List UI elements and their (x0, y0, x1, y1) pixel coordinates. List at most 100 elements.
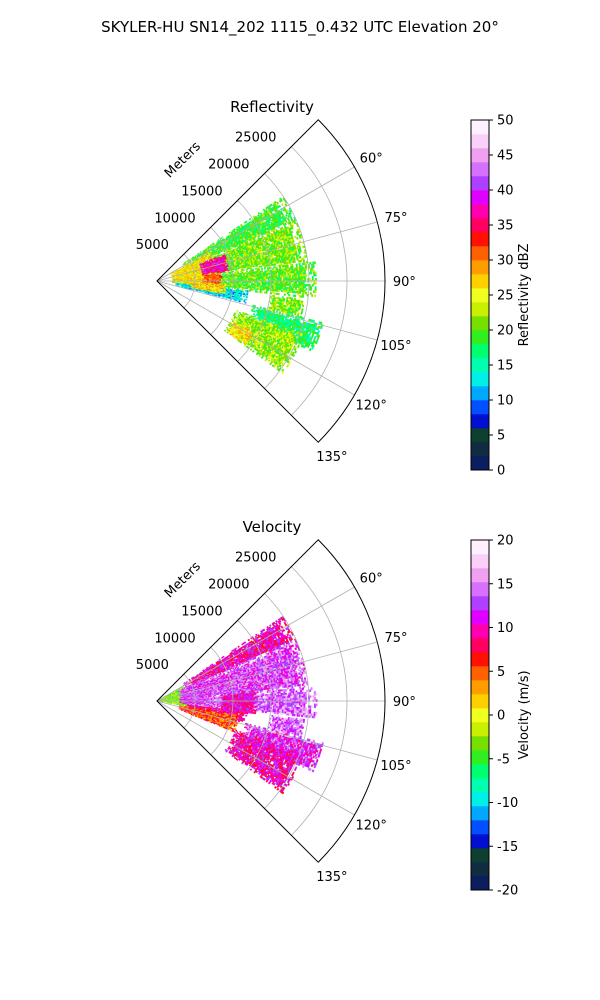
echo-region (267, 294, 305, 319)
colorbar-tick-label: 0 (497, 709, 505, 724)
azimuth-tick-label: 90° (393, 695, 416, 710)
sector-frame (156, 119, 386, 443)
colorbar-swatch (471, 414, 489, 429)
colorbar-swatch (471, 260, 489, 275)
colorbar-swatch (471, 372, 489, 387)
colorbar-swatch (471, 764, 489, 779)
colorbar-swatch (471, 386, 489, 401)
colorbar-swatch (471, 834, 489, 849)
colorbar-swatch (471, 218, 489, 233)
colorbar-swatch (471, 400, 489, 415)
azimuth-spoke (156, 280, 355, 396)
radial-axis-label: Meters (162, 559, 204, 601)
colorbar-tick-label: 15 (497, 359, 514, 374)
colorbar-swatch (471, 736, 489, 751)
azimuth-tick-label: 135° (316, 450, 347, 465)
colorbar-swatch (471, 120, 489, 135)
azimuth-spoke (156, 166, 355, 282)
colorbar-swatch (471, 722, 489, 737)
radial-tick-label: 5000 (136, 238, 169, 253)
colorbar-swatch (471, 274, 489, 289)
velocity-title: Velocity (243, 518, 302, 536)
echo-region (177, 678, 208, 707)
colorbar-tick-label: 15 (497, 577, 514, 592)
echo-region (267, 714, 306, 739)
colorbar-swatch (471, 820, 489, 835)
echo-region (224, 729, 304, 795)
colorbar-swatch (471, 806, 489, 821)
colorbar-swatch (471, 792, 489, 807)
colorbar-swatch (471, 134, 489, 149)
colorbar-swatch (471, 666, 489, 681)
colorbar-swatch (471, 750, 489, 765)
colorbar-swatch (471, 848, 489, 863)
radial-tick-label: 15000 (181, 604, 222, 619)
colorbar-tick-label: 35 (497, 219, 514, 234)
colorbar-swatch (471, 596, 489, 611)
colorbar-swatch (471, 876, 489, 891)
radial-tick-label: 10000 (154, 631, 195, 646)
colorbar-swatch (471, 652, 489, 667)
echo-region (190, 282, 227, 294)
colorbar-label: Reflectivity dBZ (517, 244, 532, 347)
azimuth-spoke (156, 641, 378, 702)
azimuth-tick-label: 60° (360, 571, 383, 586)
azimuth-tick-label: 120° (356, 399, 387, 414)
echo-region (182, 615, 297, 689)
sector-frame (156, 539, 386, 863)
colorbar-swatch (471, 288, 489, 303)
colorbar-swatch (471, 330, 489, 345)
polar-grid (156, 566, 385, 836)
colorbar-tick-label: 50 (497, 114, 514, 129)
colorbar-swatch (471, 246, 489, 261)
colorbar-swatch (471, 540, 489, 555)
radial-tick-label: 20000 (208, 578, 249, 593)
colorbar-tick-label: 5 (497, 429, 505, 444)
colorbar-tick-label: 30 (497, 254, 514, 269)
azimuth-spoke (156, 700, 355, 816)
figure-suptitle: SKYLER-HU SN14_202 1115_0.432 UTC Elevat… (101, 18, 499, 37)
colorbar-tick-label: 10 (497, 394, 514, 409)
colorbar-swatch (471, 582, 489, 597)
azimuth-tick-label: 60° (360, 151, 383, 166)
colorbar-tick-label: 0 (497, 464, 505, 479)
colorbar-swatch (471, 680, 489, 695)
azimuth-tick-label: 135° (316, 870, 347, 885)
colorbar-tick-label: -15 (497, 840, 518, 855)
colorbar-swatch (471, 554, 489, 569)
colorbar-swatch (471, 176, 489, 191)
radial-tick-label: 20000 (208, 158, 249, 173)
radial-tick-label: 5000 (136, 658, 169, 673)
echo-region (223, 309, 303, 375)
radial-tick-label: 15000 (181, 184, 222, 199)
echo-field (169, 197, 324, 375)
colorbar-tick-label: 20 (497, 324, 514, 339)
colorbar-swatch (471, 428, 489, 443)
reflectivity-polar-axes: 60° 75° 90° 105° 120° 135° 5000 10000 15000 20000… (136, 119, 416, 465)
radial-tick-label: 25000 (235, 131, 276, 146)
azimuth-tick-label: 105° (380, 759, 411, 774)
radial-tick-label: 25000 (235, 551, 276, 566)
colorbar-swatch (471, 316, 489, 331)
colorbar-tick-label: -20 (497, 884, 518, 899)
colorbar-tick-label: 45 (497, 149, 514, 164)
azimuth-spoke (156, 700, 378, 761)
azimuth-tick-label: 120° (356, 819, 387, 834)
colorbar-swatch (471, 442, 489, 457)
reflectivity-panel: Reflectivity 60° 75° 90° 105° 120° 135° 5000 10… (136, 98, 532, 479)
colorbar-swatch (471, 862, 489, 877)
colorbar-tick-label: -5 (497, 752, 510, 767)
colorbar-swatch (471, 568, 489, 583)
colorbar-swatch (471, 694, 489, 709)
colorbar-swatch (471, 358, 489, 373)
colorbar-swatch (471, 302, 489, 317)
velocity-panel: Velocity 60° 75° 90° 105° 120° 135° 5000 10000 1… (136, 518, 532, 899)
colorbar-swatch (471, 344, 489, 359)
colorbar-swatch (471, 778, 489, 793)
echo-region (178, 704, 240, 733)
colorbar-swatch (471, 204, 489, 219)
echo-region (175, 687, 318, 719)
colorbar-tick-label: 40 (497, 184, 514, 199)
azimuth-tick-label: 90° (393, 275, 416, 290)
